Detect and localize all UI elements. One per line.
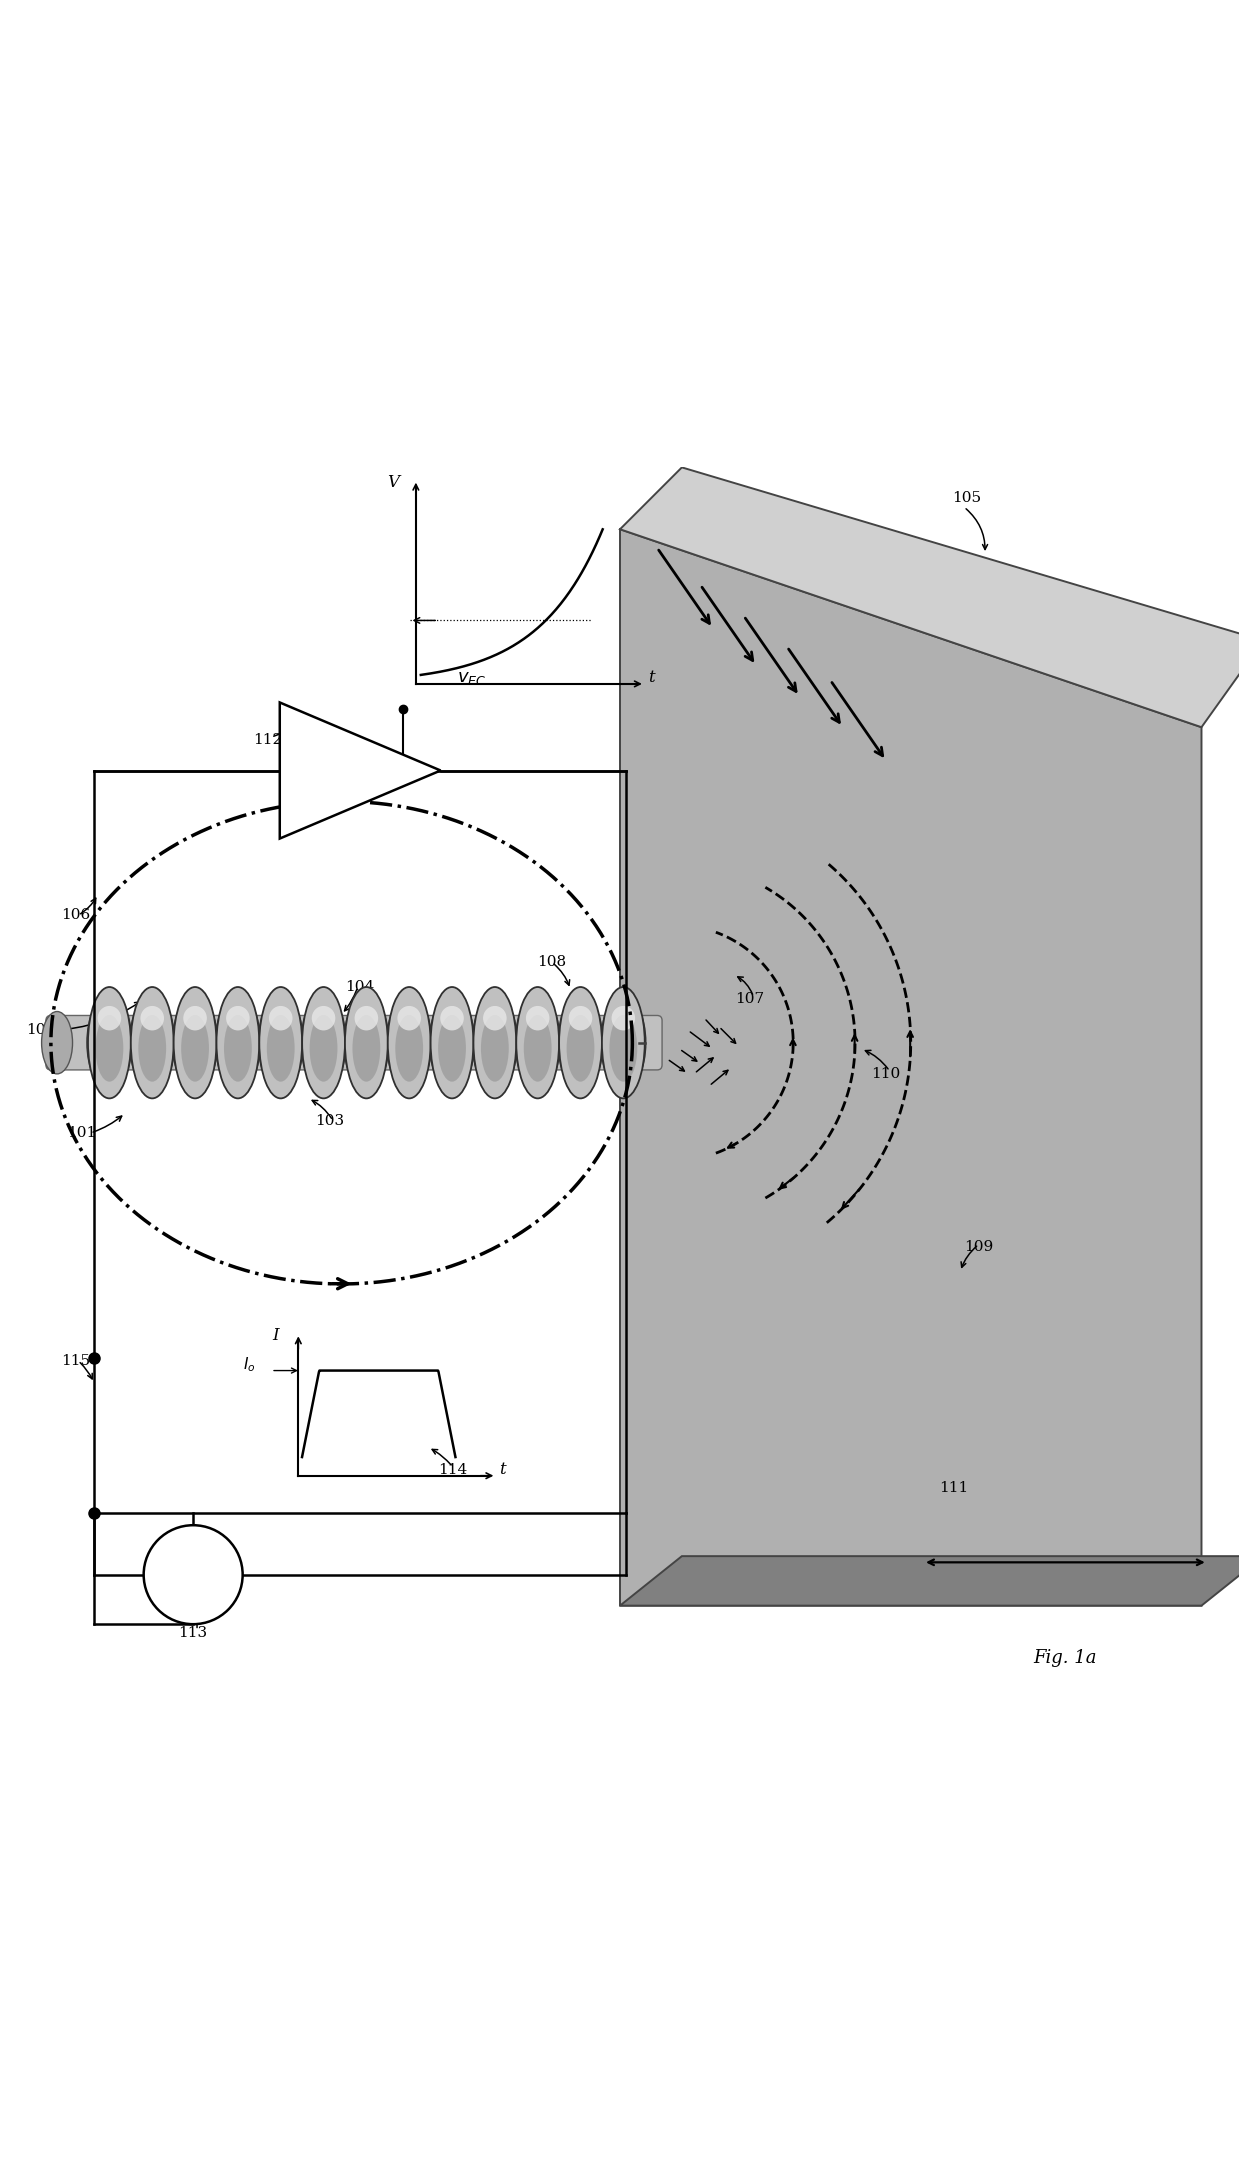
Ellipse shape: [269, 1006, 293, 1030]
Text: V: V: [388, 473, 399, 491]
Text: 101: 101: [67, 1125, 97, 1140]
Ellipse shape: [139, 1014, 166, 1082]
Text: 102: 102: [303, 806, 331, 821]
Ellipse shape: [601, 995, 646, 1090]
Text: 107: 107: [735, 993, 765, 1006]
Ellipse shape: [267, 1014, 295, 1082]
Ellipse shape: [140, 1006, 164, 1030]
Ellipse shape: [430, 986, 474, 1099]
Ellipse shape: [88, 986, 131, 1099]
Ellipse shape: [438, 1014, 466, 1082]
Ellipse shape: [95, 1014, 123, 1082]
Text: 113: 113: [179, 1627, 208, 1640]
Ellipse shape: [42, 1012, 72, 1073]
Ellipse shape: [226, 1006, 249, 1030]
Ellipse shape: [516, 986, 559, 1099]
Text: t: t: [647, 669, 655, 686]
Polygon shape: [280, 702, 440, 838]
Text: 110: 110: [872, 1066, 900, 1082]
Text: t: t: [500, 1462, 506, 1477]
Text: $v_{EC}$: $v_{EC}$: [456, 669, 486, 686]
Ellipse shape: [611, 1006, 635, 1030]
Ellipse shape: [569, 1006, 593, 1030]
Ellipse shape: [397, 1006, 420, 1030]
Ellipse shape: [388, 986, 430, 1099]
Text: +: +: [326, 743, 337, 756]
Text: 100: 100: [26, 1023, 56, 1038]
Ellipse shape: [601, 986, 645, 1099]
Circle shape: [144, 1525, 243, 1625]
Ellipse shape: [181, 1014, 210, 1082]
FancyBboxPatch shape: [46, 1016, 662, 1071]
Ellipse shape: [259, 986, 303, 1099]
Ellipse shape: [355, 1006, 378, 1030]
Ellipse shape: [311, 1006, 335, 1030]
Ellipse shape: [609, 1014, 637, 1082]
Text: 114: 114: [439, 1462, 467, 1477]
Text: −: −: [326, 786, 339, 801]
Ellipse shape: [130, 995, 175, 1090]
Ellipse shape: [474, 986, 516, 1099]
Ellipse shape: [310, 1014, 337, 1082]
Ellipse shape: [224, 1014, 252, 1082]
Text: 112: 112: [253, 732, 281, 747]
Text: 115: 115: [61, 1353, 91, 1368]
Ellipse shape: [387, 995, 432, 1090]
Ellipse shape: [481, 1014, 508, 1082]
Ellipse shape: [396, 1014, 423, 1082]
Text: 111: 111: [940, 1481, 968, 1494]
Ellipse shape: [301, 995, 346, 1090]
Ellipse shape: [567, 1014, 594, 1082]
Ellipse shape: [558, 995, 603, 1090]
Text: 104: 104: [346, 980, 374, 995]
Ellipse shape: [523, 1014, 552, 1082]
Text: 105: 105: [952, 491, 981, 506]
Ellipse shape: [98, 1006, 122, 1030]
Text: I: I: [273, 1327, 279, 1344]
Ellipse shape: [184, 1006, 207, 1030]
Text: 108: 108: [537, 956, 567, 969]
Ellipse shape: [440, 1006, 464, 1030]
Ellipse shape: [526, 1006, 549, 1030]
Ellipse shape: [345, 986, 388, 1099]
Ellipse shape: [484, 1006, 507, 1030]
Ellipse shape: [131, 986, 174, 1099]
Ellipse shape: [174, 986, 217, 1099]
Ellipse shape: [217, 986, 259, 1099]
Ellipse shape: [343, 995, 389, 1090]
Text: 109: 109: [965, 1240, 993, 1253]
Ellipse shape: [87, 995, 131, 1090]
Ellipse shape: [472, 995, 517, 1090]
Ellipse shape: [559, 986, 601, 1099]
Ellipse shape: [216, 995, 260, 1090]
Polygon shape: [620, 467, 1240, 728]
Text: 103: 103: [315, 1114, 343, 1127]
Ellipse shape: [172, 995, 217, 1090]
Ellipse shape: [515, 995, 560, 1090]
Ellipse shape: [258, 995, 304, 1090]
Ellipse shape: [429, 995, 475, 1090]
Text: Fig. 1a: Fig. 1a: [1034, 1649, 1097, 1668]
Text: $I_o$: $I_o$: [243, 1355, 255, 1373]
Ellipse shape: [352, 1014, 381, 1082]
Ellipse shape: [303, 986, 345, 1099]
Polygon shape: [620, 1555, 1240, 1605]
Polygon shape: [620, 530, 1202, 1605]
Text: 106: 106: [61, 908, 91, 923]
